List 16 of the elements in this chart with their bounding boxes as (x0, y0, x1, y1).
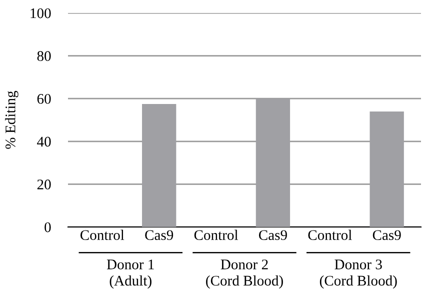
x-tick-label: Control (194, 230, 238, 240)
y-tick-label: 100 (30, 8, 51, 18)
x-tick-label: Control (80, 230, 124, 240)
y-tick-label: 80 (37, 51, 51, 62)
x-tick-label: Cas9 (145, 230, 174, 240)
y-tick-label: 20 (37, 180, 51, 190)
text: Donor 1 (Adult) (106, 260, 154, 289)
text: Donor 3 (Cord Blood) (320, 260, 397, 289)
x-tick-label: Cas9 (258, 230, 287, 240)
x-tick-label: Control (308, 230, 352, 240)
y-tick-label: 40 (37, 136, 51, 147)
y-tick-label: 60 (37, 94, 51, 104)
text: Donor 2 (Cord Blood) (206, 260, 283, 289)
y-axis-title: % Editing (5, 90, 18, 149)
y-tick-label: 0 (44, 222, 51, 232)
x-tick-label: Cas9 (372, 230, 401, 240)
